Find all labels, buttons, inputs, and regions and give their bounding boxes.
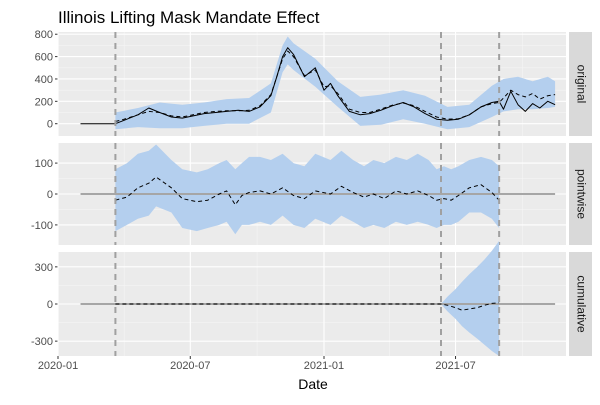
facet-label-pointwise: pointwise xyxy=(574,169,588,219)
panel-cumulative: -300 0 300 cumulative xyxy=(31,240,592,356)
x-tick-label: 2021-07 xyxy=(435,360,475,372)
series-line-dashed xyxy=(115,176,500,206)
y-tick-label: 600 xyxy=(35,52,53,64)
series-line-dashed xyxy=(115,302,500,311)
y-tick-label: 0 xyxy=(47,189,53,201)
panel-original: 0 200 400 600 800 original xyxy=(35,29,592,136)
x-tick-label: 2021-01 xyxy=(304,360,344,372)
facet-strip xyxy=(569,32,592,136)
y-tick-label: 0 xyxy=(47,119,53,131)
x-tick-label: 2020-01 xyxy=(38,360,78,372)
y-tick-label: 800 xyxy=(35,29,53,41)
panel-pointwise: -100 0 100 pointwise xyxy=(31,143,592,245)
facet-label-cumulative: cumulative xyxy=(574,275,588,333)
chart-title: Illinois Lifting Mask Mandate Effect xyxy=(58,8,320,27)
y-tick-label: -300 xyxy=(31,336,53,348)
facet-strip xyxy=(569,252,592,356)
confidence-band xyxy=(441,240,500,356)
series-line-dashed xyxy=(115,50,556,122)
x-axis-title: Date xyxy=(298,376,328,392)
confidence-band xyxy=(115,36,556,130)
x-tick-label: 2020-07 xyxy=(170,360,210,372)
y-tick-label: -100 xyxy=(31,220,53,232)
y-tick-label: 400 xyxy=(35,74,53,86)
facet-strip xyxy=(569,143,592,245)
y-tick-label: 0 xyxy=(47,299,53,311)
facet-panels: 0 200 400 600 800 original -100 0 100 pointwise -3… xyxy=(31,29,592,372)
y-tick-label: 200 xyxy=(35,96,53,108)
y-tick-label: 300 xyxy=(35,262,53,274)
confidence-band xyxy=(115,144,500,235)
y-tick-label: 100 xyxy=(35,158,53,170)
facet-label-original: original xyxy=(574,65,588,104)
